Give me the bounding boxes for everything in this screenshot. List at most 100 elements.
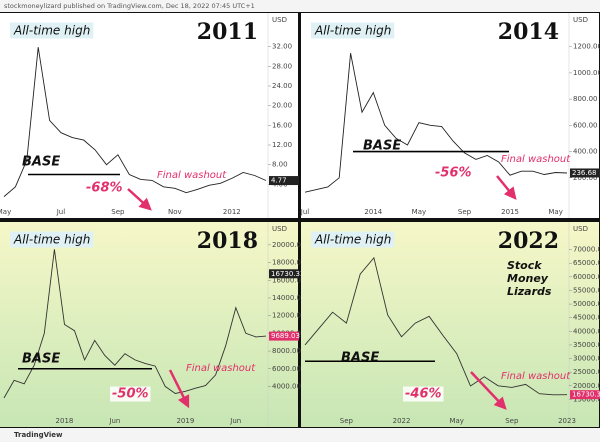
x-tick-label: Sep [505,417,519,425]
panel-bg [301,13,599,218]
drawdown-label: -46% [405,387,442,402]
y-tick-label: 8000.00 [272,347,301,355]
x-tick-label: 2023 [558,417,576,425]
y-tick-label: 8.00 [272,161,288,169]
y-tick-label: 30000.00 [573,355,600,363]
y-tick-label: 6000.00 [272,365,301,373]
x-tick-label: 2022 [393,417,411,425]
y-tick-label: 65000.00 [573,259,600,267]
x-tick-label: Jun [229,417,241,425]
ath-label: All-time high [314,24,391,38]
drawdown-bg [403,386,444,402]
drawdown-bg [84,180,125,196]
y-tick-label: 400.00 [573,148,598,156]
ath-bg [10,22,94,39]
y-tick-label: 55000.00 [573,286,600,294]
year-title: 2018 [197,228,258,254]
y-tick-label: 16.00 [272,121,292,129]
y-tick-label: 12.00 [272,141,292,149]
panel-bg [0,13,298,218]
x-tick-label: Jun [108,417,120,425]
panel: USD4000.006000.008000.0010000.0012000.00… [0,222,305,427]
drawdown-bg [110,386,151,402]
drawdown-label: -56% [435,166,472,181]
y-tick-label: 32.00 [272,43,292,51]
x-tick-label: Sep [340,417,354,425]
y-tick-label: 16000.00 [272,276,305,284]
y-tick-label: 45000.00 [573,314,600,322]
y-tick-label: 70000.00 [573,246,600,254]
x-tick-label: Nov [168,208,182,216]
base-label: BASE [341,351,379,366]
year-title: 2011 [197,19,258,45]
price-tag-label: 9689.03 [271,332,300,340]
y-tick-label: 18000.00 [272,259,305,267]
x-tick-label: 2012 [223,208,241,216]
washout-label: Final washout [501,371,571,382]
price-tag [570,168,600,178]
footer-bar [0,428,600,442]
price-tag [269,331,299,341]
panel-bg [301,222,599,427]
x-tick-label: May [0,208,11,216]
x-tick-label: 2019 [176,417,194,425]
price-line [3,249,267,399]
y-tick-label: 40000.00 [573,327,600,335]
x-tick-label: May [449,417,463,425]
washout-arrow [496,175,517,200]
drawdown-label: -50% [112,387,149,402]
price-tag-label: 236.68 [572,169,597,177]
currency: USD [573,16,588,24]
currency: USD [272,16,287,24]
price-line [304,256,568,396]
price-tag-label: 16730.33 [271,270,304,278]
price-line [3,47,267,197]
base-label: BASE [22,155,60,170]
x-tick-label: May [412,208,426,216]
x-tick-label: 2014 [364,208,382,216]
y-tick-label: 1000.00 [573,69,600,77]
ath-bg [10,231,94,248]
y-tick-label: 15000.00 [573,395,600,403]
ath-label: All-time high [13,233,90,247]
washout-arrow [127,188,152,211]
ath-bg [311,22,395,39]
washout-label: Final washout [186,363,256,374]
y-tick-label: 4000.00 [272,382,301,390]
y-tick-label: 20000.00 [573,382,600,390]
y-tick-label: 800.00 [573,95,598,103]
y-tick-label: 35000.00 [573,341,600,349]
x-tick-label: Sep [458,208,472,216]
base-label: BASE [363,139,401,154]
price-line [304,53,568,193]
y-tick-label: 25000.00 [573,368,600,376]
y-tick-label: 24.00 [272,82,292,90]
x-tick-label: 2015 [501,208,519,216]
y-tick-label: 12000.00 [272,312,305,320]
year-title: 2022 [498,228,559,254]
brand-label: Stock Money Lizards [507,259,552,298]
panel: USD 15000.00 20000.00 25000.00 30000.00 35000… [301,222,600,427]
y-tick-label: 60000.00 [573,273,600,281]
currency: USD [272,225,287,233]
price-tag-label: 4.77 [271,177,287,185]
y-tick-label: 50000.00 [573,300,600,308]
y-tick-label: 14000.00 [272,294,305,302]
x-tick-label: Sep [111,208,125,216]
currency: USD [573,225,588,233]
y-tick-label: 20.00 [272,102,292,110]
x-tick-label: Jul [300,208,310,216]
price-tag [269,269,299,279]
y-tick-label: 600.00 [573,121,598,129]
washout-label: Final washout [501,154,571,165]
x-tick-label: Jul [56,208,66,216]
price-tag [570,390,600,400]
y-tick-label: 28.00 [272,62,292,70]
footer-text: TradingView [14,431,63,439]
washout-label: Final washout [157,170,227,181]
drawdown-bg [433,165,474,181]
x-tick-label: May [548,208,562,216]
header-text: stockmoneylizard published on TradingVie… [4,2,255,10]
y-tick-label: 200.00 [573,174,598,182]
